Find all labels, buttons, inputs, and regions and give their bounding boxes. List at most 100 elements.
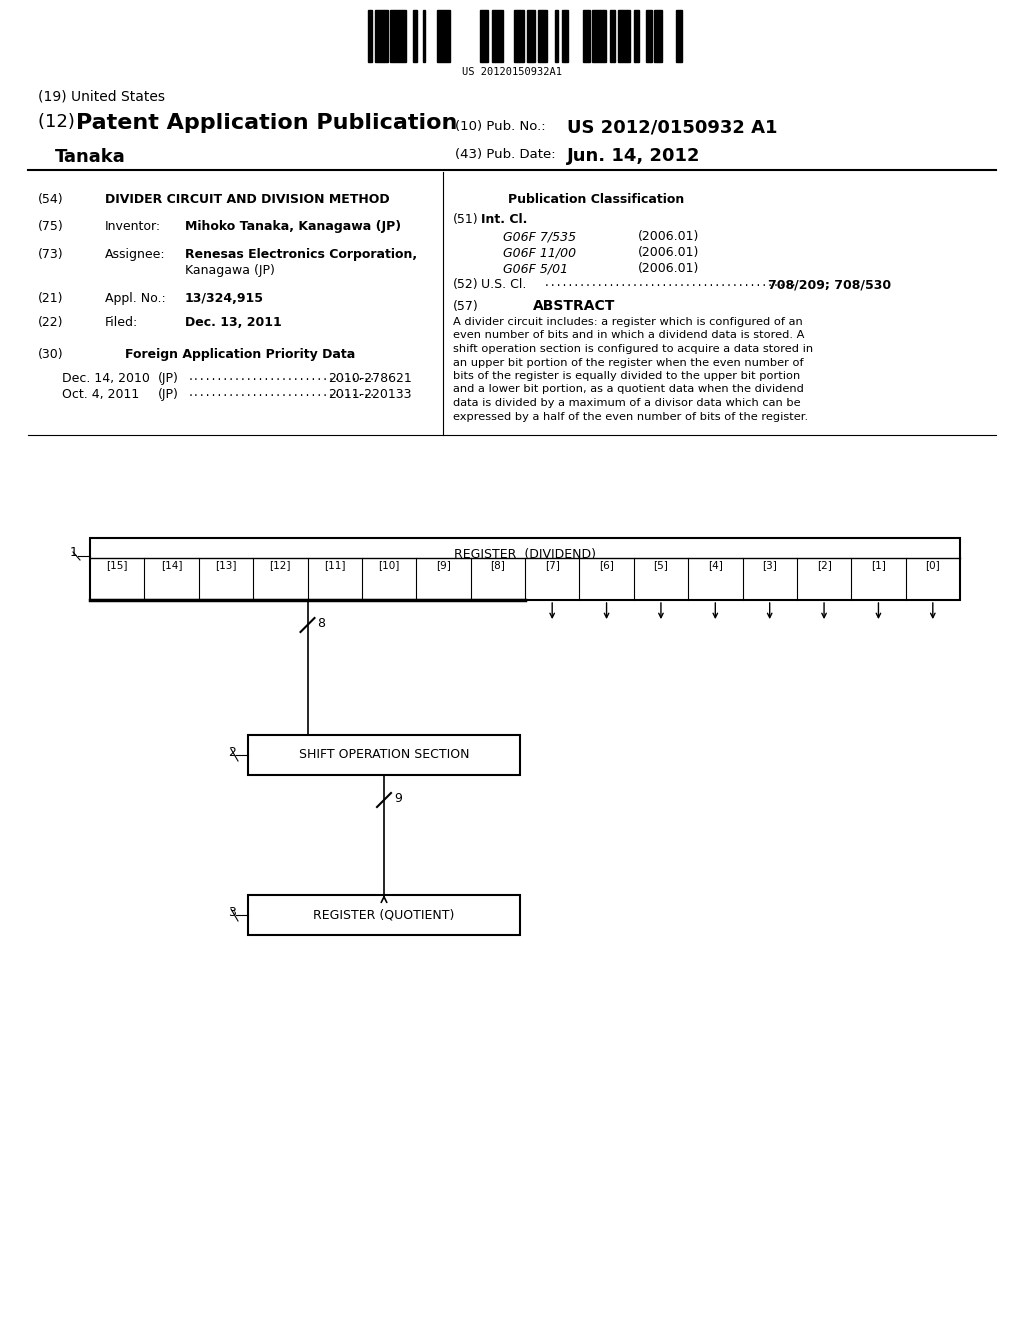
Text: [14]: [14] xyxy=(161,560,182,570)
Text: Assignee:: Assignee: xyxy=(105,248,166,261)
Bar xyxy=(481,11,483,62)
Text: (75): (75) xyxy=(38,220,63,234)
Text: bits of the register is equally divided to the upper bit portion: bits of the register is equally divided … xyxy=(453,371,800,381)
Text: (21): (21) xyxy=(38,292,63,305)
Bar xyxy=(368,11,370,62)
Bar xyxy=(514,11,517,62)
Text: [10]: [10] xyxy=(379,560,399,570)
Text: (JP): (JP) xyxy=(158,372,179,385)
Bar xyxy=(519,11,523,62)
Text: Dec. 13, 2011: Dec. 13, 2011 xyxy=(185,315,282,329)
Bar xyxy=(90,539,961,601)
Bar xyxy=(437,11,440,62)
Text: [13]: [13] xyxy=(215,560,237,570)
Text: Dec. 14, 2010: Dec. 14, 2010 xyxy=(62,372,150,385)
Text: 2: 2 xyxy=(228,747,236,759)
Text: shift operation section is configured to acquire a data stored in: shift operation section is configured to… xyxy=(453,345,813,354)
Text: Kanagawa (JP): Kanagawa (JP) xyxy=(185,264,274,277)
Text: [6]: [6] xyxy=(599,560,614,570)
Bar xyxy=(565,11,567,62)
Bar xyxy=(517,11,519,62)
Bar xyxy=(617,11,621,62)
Text: Filed:: Filed: xyxy=(105,315,138,329)
Text: Foreign Application Priority Data: Foreign Application Priority Data xyxy=(125,348,355,360)
Text: Jun. 14, 2012: Jun. 14, 2012 xyxy=(567,147,700,165)
Text: (10) Pub. No.:: (10) Pub. No.: xyxy=(455,120,546,133)
Bar xyxy=(588,11,590,62)
Text: Oct. 4, 2011: Oct. 4, 2011 xyxy=(62,388,139,401)
Bar xyxy=(610,11,614,62)
Bar xyxy=(636,11,639,62)
Text: [12]: [12] xyxy=(269,560,291,570)
Text: and a lower bit portion, as a quotient data when the dividend: and a lower bit portion, as a quotient d… xyxy=(453,384,804,395)
Text: REGISTER (QUOTIENT): REGISTER (QUOTIENT) xyxy=(313,908,455,921)
Bar xyxy=(248,895,520,935)
Text: [5]: [5] xyxy=(653,560,669,570)
Bar xyxy=(380,11,382,62)
Text: (73): (73) xyxy=(38,248,63,261)
Bar xyxy=(543,11,547,62)
Text: (22): (22) xyxy=(38,315,63,329)
Bar xyxy=(583,11,588,62)
Text: SHIFT OPERATION SECTION: SHIFT OPERATION SECTION xyxy=(299,748,469,762)
Bar xyxy=(654,11,657,62)
Text: data is divided by a maximum of a divisor data which can be: data is divided by a maximum of a diviso… xyxy=(453,399,801,408)
Bar xyxy=(382,11,384,62)
Text: 3: 3 xyxy=(228,907,236,920)
Bar xyxy=(650,11,652,62)
Bar xyxy=(423,11,425,62)
Bar xyxy=(555,11,558,62)
Text: G06F 11/00: G06F 11/00 xyxy=(503,246,577,259)
Text: (2006.01): (2006.01) xyxy=(638,261,699,275)
Text: 2011-220133: 2011-220133 xyxy=(328,388,412,401)
Bar xyxy=(676,11,680,62)
Bar xyxy=(445,11,451,62)
Text: (2006.01): (2006.01) xyxy=(638,246,699,259)
Text: Renesas Electronics Corporation,: Renesas Electronics Corporation, xyxy=(185,248,417,261)
Text: REGISTER  (DIVIDEND): REGISTER (DIVIDEND) xyxy=(454,548,596,561)
Bar xyxy=(621,11,623,62)
Text: (51): (51) xyxy=(453,213,478,226)
Bar xyxy=(680,11,682,62)
Text: Inventor:: Inventor: xyxy=(105,220,161,234)
Text: US 2012/0150932 A1: US 2012/0150932 A1 xyxy=(567,117,777,136)
Bar xyxy=(531,11,536,62)
Text: ...........................................: ........................................… xyxy=(538,279,797,288)
Text: U.S. Cl.: U.S. Cl. xyxy=(481,279,526,290)
Bar xyxy=(375,11,380,62)
Text: 8: 8 xyxy=(317,616,326,630)
Text: [9]: [9] xyxy=(436,560,451,570)
Text: ABSTRACT: ABSTRACT xyxy=(534,300,615,313)
Text: G06F 5/01: G06F 5/01 xyxy=(503,261,568,275)
Bar xyxy=(635,11,636,62)
Text: G06F 7/535: G06F 7/535 xyxy=(503,230,577,243)
Text: [1]: [1] xyxy=(871,560,886,570)
Text: [7]: [7] xyxy=(545,560,560,570)
Text: US 20120150932A1: US 20120150932A1 xyxy=(462,67,562,77)
Text: (12): (12) xyxy=(38,114,81,131)
Text: 13/324,915: 13/324,915 xyxy=(185,292,264,305)
Bar xyxy=(394,11,398,62)
Text: expressed by a half of the even number of bits of the register.: expressed by a half of the even number o… xyxy=(453,412,808,421)
Text: [3]: [3] xyxy=(762,560,777,570)
Bar xyxy=(603,11,606,62)
Bar xyxy=(384,11,388,62)
Text: Appl. No.:: Appl. No.: xyxy=(105,292,166,305)
Text: an upper bit portion of the register when the even number of: an upper bit portion of the register whe… xyxy=(453,358,804,367)
Bar xyxy=(493,11,495,62)
Text: A divider circuit includes: a register which is configured of an: A divider circuit includes: a register w… xyxy=(453,317,803,327)
Text: (43) Pub. Date:: (43) Pub. Date: xyxy=(455,148,556,161)
Bar xyxy=(657,11,659,62)
Bar xyxy=(540,11,543,62)
Text: (52): (52) xyxy=(453,279,478,290)
Text: even number of bits and in which a dividend data is stored. A: even number of bits and in which a divid… xyxy=(453,330,805,341)
Bar xyxy=(561,11,565,62)
Text: 1: 1 xyxy=(70,546,78,560)
Bar xyxy=(592,11,595,62)
Text: 708/209; 708/530: 708/209; 708/530 xyxy=(768,279,891,290)
Bar xyxy=(370,11,372,62)
Bar xyxy=(440,11,445,62)
Text: Publication Classification: Publication Classification xyxy=(508,193,684,206)
Bar xyxy=(526,11,531,62)
Text: [2]: [2] xyxy=(816,560,831,570)
